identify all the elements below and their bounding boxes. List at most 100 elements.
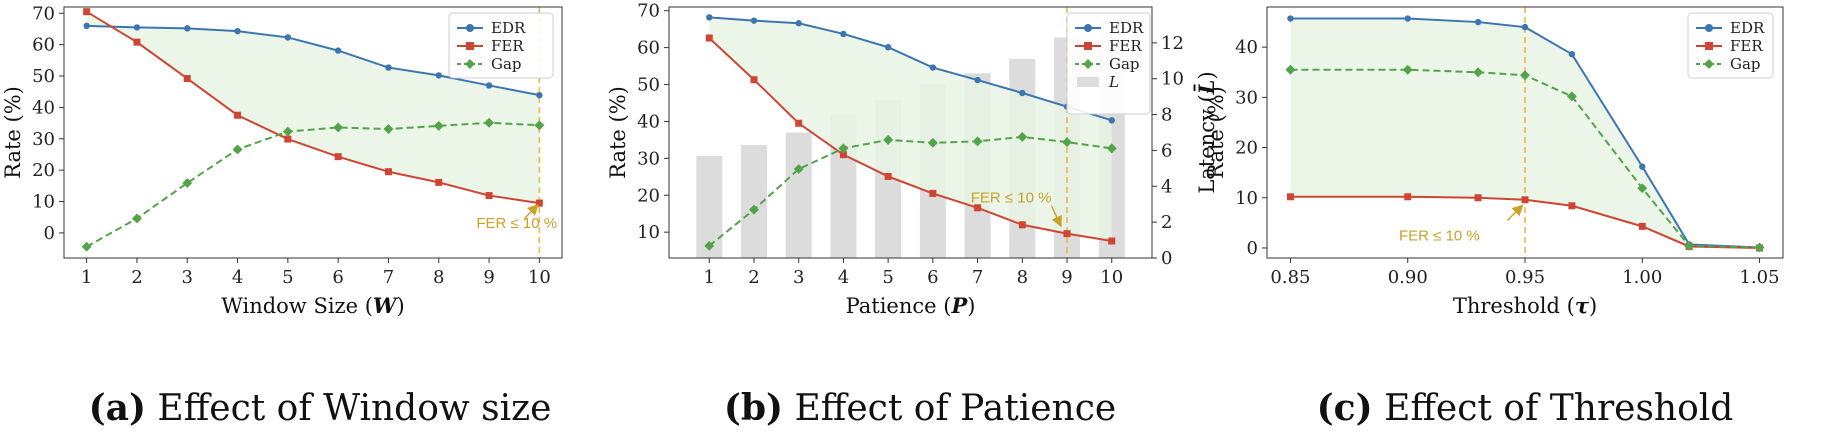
y2-tick-label: 12 [1161, 33, 1184, 54]
legend-label: FER [491, 37, 524, 55]
legend-label: EDR [1109, 19, 1144, 37]
point-fer [384, 168, 392, 176]
point-gap [182, 178, 193, 188]
point-gap [131, 213, 142, 224]
point-fer [83, 8, 91, 16]
legend-marker-fer [1084, 42, 1092, 50]
point-edr [1474, 18, 1482, 26]
point-fer [1638, 222, 1646, 230]
x-axis-symbol: W [373, 293, 399, 318]
point-edr [284, 34, 292, 41]
point-edr [1521, 23, 1529, 31]
point-edr [1639, 163, 1646, 170]
x-tick-label: 1.05 [1740, 267, 1780, 288]
x-axis-symbol: P [950, 293, 968, 318]
point-fer [1568, 202, 1576, 210]
legend-label: Gap [1109, 55, 1140, 73]
point-gap [1402, 64, 1413, 75]
point-edr [884, 44, 892, 51]
x-tick-label: 1 [704, 267, 715, 288]
series-line-fer [86, 10, 540, 205]
point-fer [334, 153, 342, 161]
y-tick-label: 30 [32, 129, 55, 150]
y-tick-label: 60 [637, 38, 660, 59]
latency-bar [785, 132, 812, 258]
point-edr [840, 30, 847, 38]
point-edr [234, 27, 241, 35]
point-gap [81, 241, 92, 252]
series-line-gap [1290, 68, 1760, 249]
point-gap [704, 240, 715, 251]
y-tick-label: 0 [1247, 238, 1258, 259]
point-edr [795, 20, 802, 27]
point-edr [1404, 15, 1411, 22]
point-gap [534, 120, 545, 131]
x-tick-label: 7 [383, 267, 394, 288]
x-tick-label: 10 [528, 267, 551, 288]
gap-shaded-area [86, 11, 540, 204]
caption-text: Effect of Threshold [1373, 388, 1734, 429]
point-edr [706, 14, 713, 21]
point-edr [750, 17, 758, 24]
x-tick-label: 0.95 [1505, 267, 1545, 288]
legend-label: Gap [491, 55, 522, 73]
point-gap [1062, 137, 1072, 148]
y-tick-label: 30 [637, 148, 660, 169]
point-fer [1018, 221, 1026, 229]
y-tick-label: 10 [1235, 188, 1258, 209]
panel-caption: (c) Effect of Threshold [1317, 387, 1734, 429]
caption-text: Effect of Patience [783, 388, 1116, 429]
point-fer [284, 135, 292, 143]
x-axis-symbol: τ [1575, 293, 1590, 318]
y-tick-label: 40 [32, 97, 55, 118]
y2-tick-label: 0 [1161, 248, 1172, 269]
point-gap [232, 144, 243, 155]
point-fer [795, 119, 803, 127]
series-line-edr [1290, 17, 1760, 249]
series-line-fer [708, 37, 1112, 243]
y2-tick-label: 2 [1161, 212, 1172, 233]
y-tick-label: 50 [32, 66, 55, 87]
x-tick-label: 2 [131, 267, 142, 288]
point-fer [705, 34, 713, 42]
series-line-fer [1290, 195, 1760, 249]
y2-axis-label: Latency (L̄) [1194, 71, 1219, 193]
legend-label: Gap [1730, 55, 1761, 73]
y-tick-label: 0 [44, 223, 55, 244]
point-fer [884, 172, 892, 180]
point-edr [184, 25, 191, 32]
point-edr [1287, 15, 1294, 22]
point-edr [133, 24, 141, 31]
caption-label: (a) [89, 387, 146, 429]
legend-marker-fer [466, 42, 474, 50]
point-edr [1108, 117, 1115, 124]
y-tick-label: 70 [637, 1, 660, 22]
point-gap [838, 143, 849, 154]
x-tick-label: 7 [972, 267, 983, 288]
point-gap [1566, 91, 1577, 102]
y-tick-label: 20 [1235, 138, 1258, 159]
point-gap [1106, 143, 1117, 154]
point-gap [972, 136, 983, 147]
point-fer [1404, 193, 1412, 201]
x-tick-label: 2 [748, 267, 759, 288]
annotation-arrow [523, 203, 539, 220]
point-fer [1474, 194, 1482, 202]
x-tick-label: 5 [282, 267, 293, 288]
y2-tick-label: 10 [1161, 69, 1184, 90]
y-tick-label: 70 [32, 3, 55, 24]
y-tick-label: 40 [637, 111, 660, 132]
annotation-text: FER ≤ 10 % [476, 215, 557, 232]
point-edr [536, 91, 543, 99]
legend-marker-edr [1084, 24, 1092, 32]
x-axis-label: Window Size (W) [221, 293, 404, 318]
point-gap [883, 134, 894, 145]
x-tick-label: 6 [927, 267, 938, 288]
point-fer [535, 199, 543, 207]
y-tick-label: 30 [1235, 87, 1258, 108]
legend-label: EDR [491, 19, 526, 37]
point-fer [929, 189, 937, 197]
point-edr [435, 72, 442, 79]
annotation-arrow [1050, 205, 1062, 228]
point-fer [133, 38, 141, 46]
